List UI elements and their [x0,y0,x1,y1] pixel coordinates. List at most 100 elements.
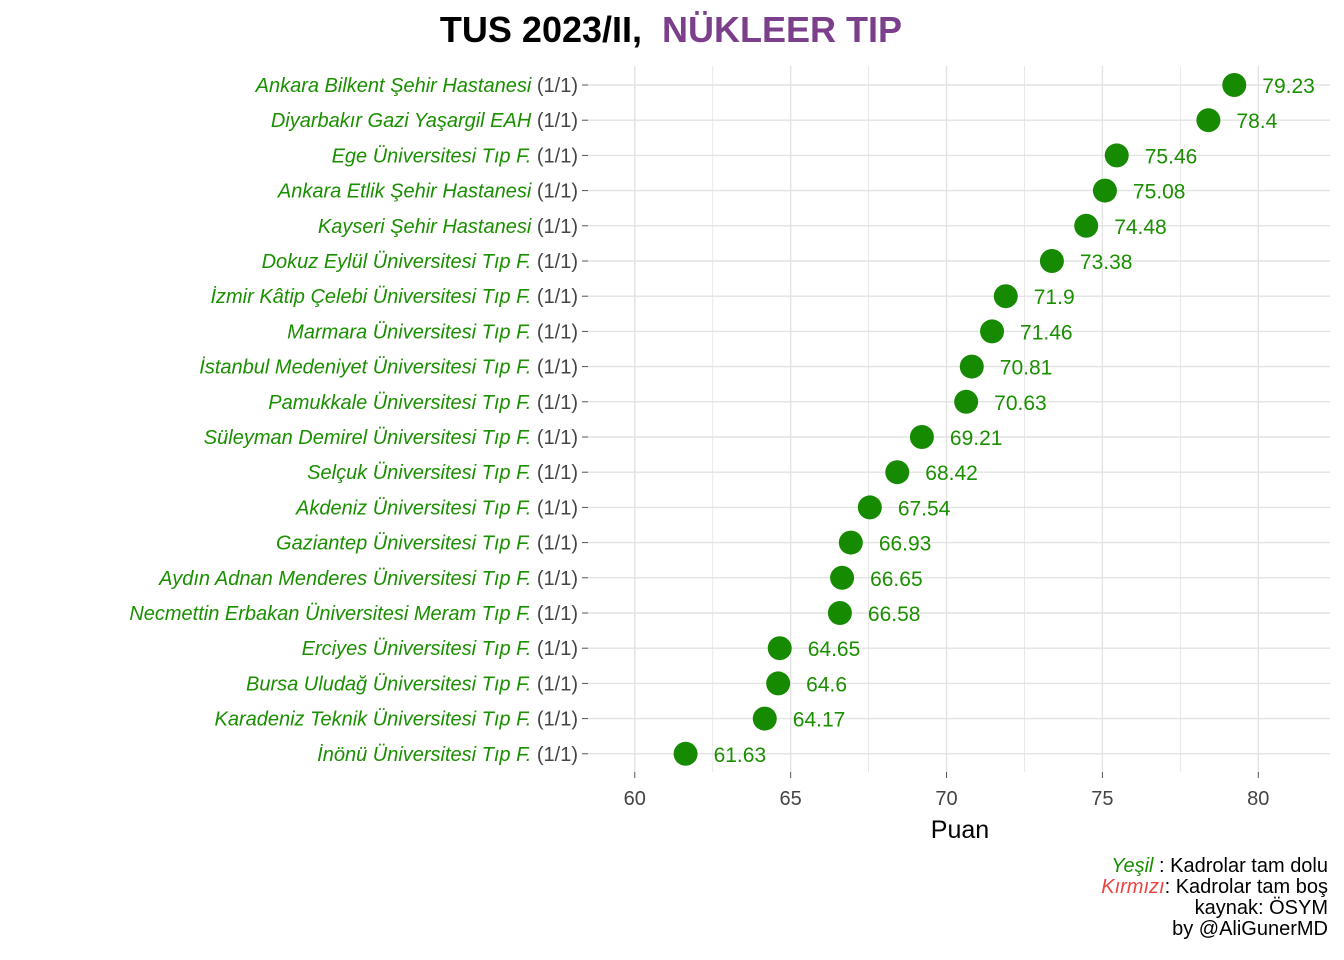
legend-green-text: : Kadrolar tam dolu [1153,855,1328,877]
y-tick-label: Diyarbakır Gazi Yaşargil EAH (1/1) [271,110,578,132]
chart-title: TUS 2023/II, NÜKLEER TIP [440,9,902,50]
program-quota: (1/1) [531,216,578,238]
y-tick-label: Süleyman Demirel Üniversitesi Tıp F. (1/… [204,427,578,449]
data-label: 71.46 [1020,321,1073,344]
grid [588,66,1330,772]
y-tick-label: Kayseri Şehir Hastanesi (1/1) [318,216,578,238]
y-tick-label: Ege Üniversitesi Tıp F. (1/1) [332,145,578,167]
program-quota: (1/1) [531,392,578,414]
data-point [1092,178,1117,203]
y-tick-label: İnönü Üniversitesi Tıp F. (1/1) [317,744,578,766]
program-quota: (1/1) [531,321,578,343]
program-name: İstanbul Medeniyet Üniversitesi Tıp F. [199,357,531,379]
caption-legend-red: Kırmızı: Kadrolar tam boş [1101,877,1328,898]
program-name: Kayseri Şehir Hastanesi [318,216,532,238]
data-label: 79.23 [1262,75,1315,98]
program-quota: (1/1) [531,75,578,97]
x-tick-label: 65 [780,788,802,810]
legend-red-label: Kırmızı [1101,876,1165,898]
y-tick-label: Karadeniz Teknik Üniversitesi Tıp F. (1/… [215,709,579,731]
data-point [767,636,792,661]
y-tick-label: Selçuk Üniversitesi Tıp F. (1/1) [307,462,578,484]
program-name: Diyarbakır Gazi Yaşargil EAH [271,110,532,132]
program-quota: (1/1) [531,357,578,379]
data-label: 70.63 [994,392,1047,415]
caption-source: kaynak: ÖSYM [1194,897,1328,919]
legend-red-text: : Kadrolar tam boş [1164,876,1328,898]
program-name: Erciyes Üniversitesi Tıp F. [302,638,532,660]
program-quota: (1/1) [531,533,578,555]
program-name: Gaziantep Üniversitesi Tıp F. [276,533,531,555]
data-label: 64.17 [793,709,846,732]
data-label: 70.81 [1000,357,1053,380]
program-quota: (1/1) [531,673,578,695]
data-point [673,741,698,766]
y-tick-label: Akdeniz Üniversitesi Tıp F. (1/1) [295,497,578,519]
data-label: 75.08 [1133,181,1186,204]
x-axis: 60 65 70 75 80 [624,772,1269,810]
data-point [857,495,882,520]
y-tick-label: İzmir Kâtip Çelebi Üniversitesi Tıp F. (… [210,286,578,308]
data-point [838,530,863,555]
data-label: 66.65 [870,568,923,591]
caption-legend-green: Yeşil : Kadrolar tam dolu [1101,856,1328,877]
program-name: Ankara Bilkent Şehir Hastanesi [255,75,532,97]
program-name: Bursa Uludağ Üniversitesi Tıp F. [246,673,531,695]
data-label: 67.54 [898,497,951,520]
data-point [980,319,1005,344]
data-point [1039,249,1064,273]
x-tick-label: 75 [1091,788,1113,810]
program-name: Süleyman Demirel Üniversitesi Tıp F. [204,427,532,449]
y-tick-label: Pamukkale Üniversitesi Tıp F. (1/1) [268,392,578,414]
program-name: Karadeniz Teknik Üniversitesi Tıp F. [215,709,532,731]
y-tick-label: Dokuz Eylül Üniversitesi Tıp F. (1/1) [262,251,578,273]
chart-title-specialty: NÜKLEER TIP [662,9,902,50]
program-quota: (1/1) [531,497,578,519]
program-name: Pamukkale Üniversitesi Tıp F. [268,392,531,414]
program-quota: (1/1) [531,251,578,273]
y-tick-label: Ankara Bilkent Şehir Hastanesi (1/1) [255,75,578,97]
program-name: Ege Üniversitesi Tıp F. [332,145,532,167]
data-point [827,601,852,625]
data-label: 71.9 [1034,286,1075,309]
program-quota: (1/1) [531,427,578,449]
program-quota: (1/1) [531,709,578,731]
y-tick-label: Marmara Üniversitesi Tıp F. (1/1) [287,321,578,343]
x-axis-title: Puan [931,816,989,844]
data-label: 68.42 [925,462,978,485]
program-name: Akdeniz Üniversitesi Tıp F. [295,497,531,519]
program-name: İnönü Üniversitesi Tıp F. [317,744,531,766]
x-tick-label: 70 [935,788,957,810]
data-label: 69.21 [950,427,1003,450]
program-quota: (1/1) [531,568,578,590]
data-point [909,425,934,449]
y-tick-label: Aydın Adnan Menderes Üniversitesi Tıp F.… [158,568,578,590]
program-quota: (1/1) [531,744,578,766]
program-name: Necmettin Erbakan Üniversitesi Meram Tıp… [129,603,531,625]
data-label: 75.46 [1145,145,1198,168]
y-tick-label: İstanbul Medeniyet Üniversitesi Tıp F. (… [199,357,578,379]
data-point [1104,143,1129,168]
program-quota: (1/1) [531,462,578,484]
caption-author: by @AliGunerMD [1172,918,1328,940]
program-quota: (1/1) [531,603,578,625]
y-tick-label: Bursa Uludağ Üniversitesi Tıp F. (1/1) [246,673,578,695]
data-label: 64.65 [808,638,861,661]
points [673,73,1247,766]
program-quota: (1/1) [531,110,578,132]
data-label: 74.48 [1114,216,1167,239]
data-label: 78.4 [1236,110,1277,133]
data-point [1222,73,1247,97]
data-point [1196,108,1221,133]
program-quota: (1/1) [531,286,578,308]
data-point [766,671,791,696]
program-quota: (1/1) [531,145,578,167]
program-name: Aydın Adnan Menderes Üniversitesi Tıp F. [158,568,531,590]
data-label: 61.63 [714,744,767,767]
y-tick-label: Gaziantep Üniversitesi Tıp F. (1/1) [276,533,578,555]
y-tick-label: Erciyes Üniversitesi Tıp F. (1/1) [302,638,578,660]
data-label: 66.93 [879,533,932,556]
program-name: İzmir Kâtip Çelebi Üniversitesi Tıp F. [210,286,531,308]
data-point [830,565,855,590]
